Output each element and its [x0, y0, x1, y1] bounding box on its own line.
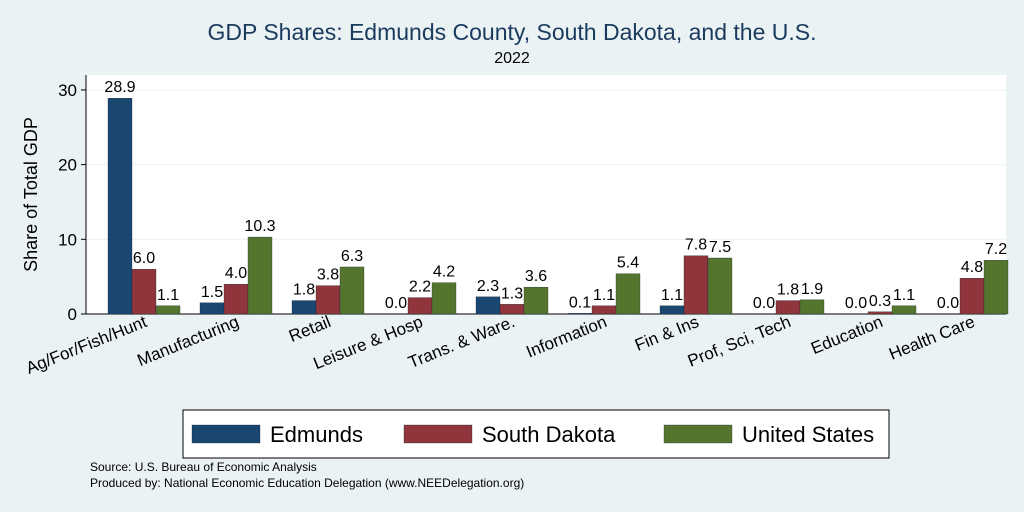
legend-swatch — [191, 424, 261, 444]
bar — [959, 277, 985, 315]
data-label: 1.1 — [593, 287, 615, 304]
data-label: 0.3 — [869, 293, 891, 310]
bar — [707, 257, 733, 315]
data-label: 5.4 — [617, 255, 639, 272]
legend-label: Edmunds — [270, 422, 363, 447]
source-note: Source: U.S. Bureau of Economic Analysis — [90, 460, 317, 474]
plot-area — [86, 75, 1006, 314]
data-label: 1.5 — [201, 284, 223, 301]
data-label: 3.8 — [317, 267, 339, 284]
bar — [983, 260, 1009, 315]
bar — [499, 304, 525, 315]
category-label: Ag/For/Fish/Hunt — [23, 312, 150, 378]
data-label: 0.0 — [385, 295, 407, 312]
category-label: Prof, Sci, Tech — [685, 312, 793, 371]
data-label: 4.0 — [225, 265, 247, 282]
legend-swatch — [663, 424, 733, 444]
category-label: Manufacturing — [134, 312, 241, 370]
data-label: 6.3 — [341, 248, 363, 265]
category-label: Fin & Ins — [632, 312, 701, 355]
bar — [775, 300, 801, 315]
data-label: 1.3 — [501, 285, 523, 302]
data-label: 7.5 — [709, 239, 731, 256]
bar — [339, 266, 365, 315]
data-label: 1.8 — [293, 282, 315, 299]
data-label: 7.8 — [685, 237, 707, 254]
data-label: 1.9 — [801, 281, 823, 298]
chart-title: GDP Shares: Edmunds County, South Dakota… — [207, 19, 817, 45]
bar — [291, 300, 317, 315]
category-label: Trans. & Ware. — [406, 312, 518, 372]
bar — [659, 305, 685, 315]
y-tick-label: 20 — [58, 156, 77, 175]
bar — [567, 313, 593, 315]
bar — [891, 305, 917, 315]
data-label: 0.1 — [569, 294, 591, 311]
data-label: 0.0 — [753, 295, 775, 312]
y-tick-label: 30 — [58, 81, 77, 100]
bar — [107, 98, 133, 315]
data-label: 2.3 — [477, 278, 499, 295]
bar — [315, 285, 341, 315]
data-label: 28.9 — [104, 79, 135, 96]
data-label: 4.2 — [433, 264, 455, 281]
bar — [799, 299, 825, 315]
bar — [199, 302, 225, 315]
data-label: 7.2 — [985, 241, 1007, 258]
category-label: Education — [808, 312, 885, 358]
y-axis-label: Share of Total GDP — [21, 117, 41, 272]
bar — [431, 282, 457, 315]
data-label: 0.0 — [937, 295, 959, 312]
bar — [523, 286, 549, 315]
data-label: 10.3 — [244, 218, 275, 235]
data-label: 6.0 — [133, 250, 155, 267]
legend-label: United States — [742, 422, 874, 447]
bar — [247, 236, 273, 315]
chart-subtitle: 2022 — [494, 50, 530, 67]
category-label: Information — [524, 312, 610, 361]
legend — [182, 409, 890, 459]
bar — [407, 297, 433, 315]
y-tick-label: 0 — [68, 305, 77, 324]
data-label: 0.0 — [845, 295, 867, 312]
bar — [683, 255, 709, 315]
data-label: 3.6 — [525, 268, 547, 285]
category-label: Health Care — [886, 312, 977, 364]
data-label: 1.1 — [157, 287, 179, 304]
bar — [131, 269, 157, 315]
data-label: 1.1 — [661, 287, 683, 304]
legend-swatch — [403, 424, 473, 444]
category-label: Retail — [286, 312, 333, 346]
bar — [867, 311, 893, 315]
data-label: 2.2 — [409, 279, 431, 296]
legend-label: South Dakota — [482, 422, 616, 447]
bar — [155, 305, 181, 315]
data-label: 1.8 — [777, 282, 799, 299]
bar — [475, 296, 501, 315]
data-label: 1.1 — [893, 287, 915, 304]
data-label: 4.8 — [961, 259, 983, 276]
bar — [591, 305, 617, 315]
y-tick-label: 10 — [58, 230, 77, 249]
bar — [615, 273, 641, 315]
bar — [223, 283, 249, 315]
produced-by-note: Produced by: National Economic Education… — [90, 476, 525, 490]
